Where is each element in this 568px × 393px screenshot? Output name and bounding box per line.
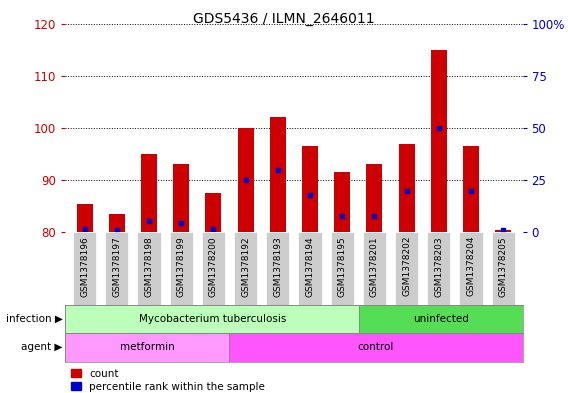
- Text: GSM1378202: GSM1378202: [402, 236, 411, 296]
- FancyBboxPatch shape: [460, 232, 483, 305]
- Text: GSM1378201: GSM1378201: [370, 236, 379, 297]
- Legend: count, percentile rank within the sample: count, percentile rank within the sample: [70, 369, 265, 392]
- Text: GSM1378204: GSM1378204: [466, 236, 475, 296]
- FancyBboxPatch shape: [234, 232, 257, 305]
- Text: GSM1378195: GSM1378195: [338, 236, 346, 297]
- Text: GSM1378192: GSM1378192: [241, 236, 250, 297]
- Text: Mycobacterium tuberculosis: Mycobacterium tuberculosis: [139, 314, 286, 324]
- Text: GSM1378205: GSM1378205: [499, 236, 508, 297]
- Text: GSM1378197: GSM1378197: [112, 236, 122, 297]
- Bar: [366, 164, 382, 232]
- Text: GDS5436 / ILMN_2646011: GDS5436 / ILMN_2646011: [193, 12, 375, 26]
- FancyBboxPatch shape: [331, 232, 354, 305]
- FancyBboxPatch shape: [427, 232, 450, 305]
- Bar: [302, 146, 318, 232]
- FancyBboxPatch shape: [137, 232, 161, 305]
- Text: infection ▶: infection ▶: [6, 314, 62, 324]
- Text: GSM1378203: GSM1378203: [435, 236, 444, 297]
- FancyBboxPatch shape: [395, 232, 418, 305]
- Text: control: control: [357, 342, 394, 353]
- Bar: [334, 172, 350, 232]
- FancyBboxPatch shape: [105, 232, 128, 305]
- Bar: [431, 50, 447, 232]
- Bar: [495, 230, 511, 232]
- Text: GSM1378199: GSM1378199: [177, 236, 186, 297]
- FancyBboxPatch shape: [363, 232, 386, 305]
- FancyBboxPatch shape: [492, 232, 515, 305]
- FancyBboxPatch shape: [73, 232, 96, 305]
- Bar: [173, 164, 189, 232]
- Bar: [109, 214, 125, 232]
- FancyBboxPatch shape: [170, 232, 193, 305]
- Bar: [206, 193, 222, 232]
- FancyBboxPatch shape: [298, 232, 321, 305]
- FancyBboxPatch shape: [202, 232, 225, 305]
- Text: GSM1378198: GSM1378198: [144, 236, 153, 297]
- Bar: [463, 146, 479, 232]
- FancyBboxPatch shape: [360, 305, 523, 333]
- Text: uninfected: uninfected: [413, 314, 469, 324]
- Bar: [237, 128, 254, 232]
- Bar: [77, 204, 93, 232]
- Text: GSM1378193: GSM1378193: [273, 236, 282, 297]
- Text: agent ▶: agent ▶: [21, 342, 62, 353]
- Bar: [399, 143, 415, 232]
- Bar: [141, 154, 157, 232]
- Text: GSM1378194: GSM1378194: [306, 236, 315, 297]
- Text: metformin: metformin: [120, 342, 174, 353]
- FancyBboxPatch shape: [266, 232, 290, 305]
- FancyBboxPatch shape: [65, 305, 360, 333]
- FancyBboxPatch shape: [65, 333, 228, 362]
- Bar: [270, 118, 286, 232]
- Text: GSM1378196: GSM1378196: [80, 236, 89, 297]
- FancyBboxPatch shape: [228, 333, 523, 362]
- Text: GSM1378200: GSM1378200: [209, 236, 218, 297]
